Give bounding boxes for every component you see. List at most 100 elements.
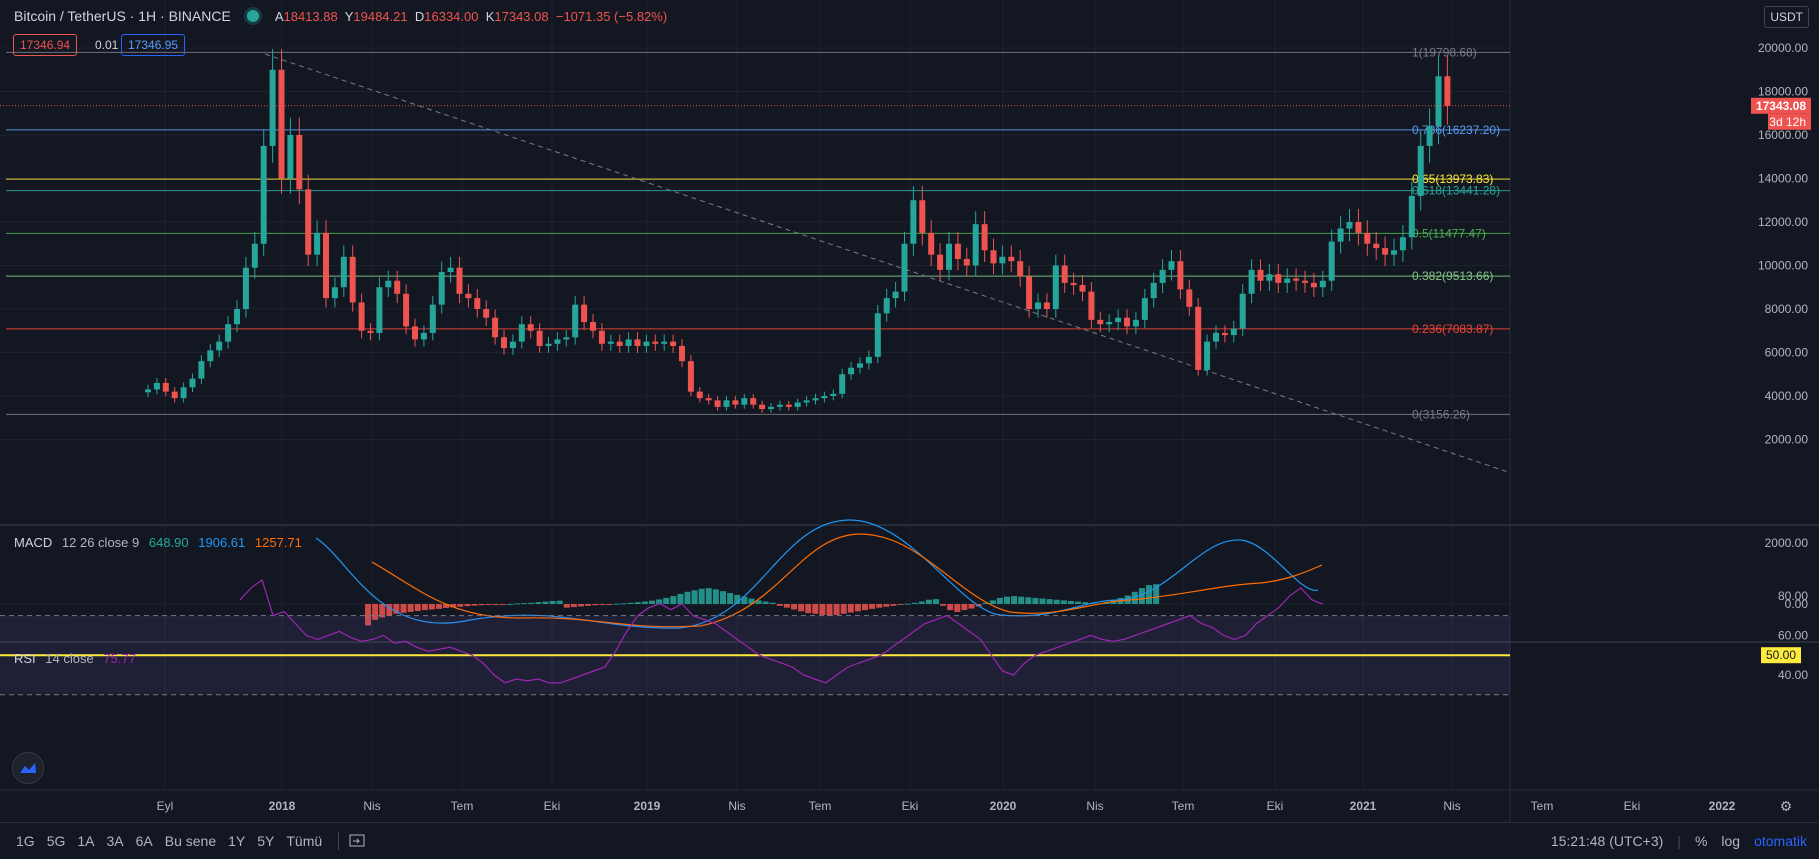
candle-body	[1043, 302, 1050, 309]
candle-body	[946, 243, 952, 270]
candle-body	[883, 298, 890, 314]
macd-histogram-bar	[606, 604, 613, 605]
currency-badge[interactable]: USDT	[1764, 6, 1809, 28]
macd-histogram-bar	[613, 603, 620, 605]
market-status-icon	[246, 10, 259, 22]
range-6m[interactable]: 6A	[135, 833, 153, 849]
candle-body	[314, 232, 321, 255]
macd-histogram-bar	[883, 604, 890, 607]
candle-body	[1355, 222, 1362, 233]
candle-body	[759, 404, 766, 410]
candle-body	[1106, 322, 1113, 325]
macd-histogram-bar	[996, 597, 1003, 604]
candle-body	[821, 396, 828, 399]
candle-body	[1079, 285, 1086, 292]
macd-histogram-bar	[457, 604, 464, 607]
time-axis-label: Tem	[1531, 799, 1554, 813]
range-5d[interactable]: 5G	[46, 833, 66, 849]
candle-body	[1399, 237, 1406, 251]
candle-body	[616, 341, 623, 346]
macd-histogram-bar	[1131, 591, 1138, 604]
auto-scale-toggle[interactable]: otomatik	[1754, 833, 1807, 849]
price-chart[interactable]: 20000.00 18000.00 16000.00 14000.00 12000.00…	[0, 0, 1819, 822]
candle-body	[1115, 317, 1122, 323]
goto-date-icon[interactable]	[349, 833, 365, 850]
candle-body	[207, 350, 214, 362]
time-axis-label: 2018	[269, 799, 296, 813]
macd-histogram-bar	[925, 599, 932, 604]
range-1d[interactable]: 1G	[16, 833, 35, 849]
macd-histogram-bar	[876, 604, 883, 608]
macd-histogram-bar	[627, 602, 634, 604]
fib-level-label: 0.236(7083.87)	[1412, 322, 1493, 336]
tradingview-logo-icon[interactable]	[12, 752, 44, 784]
buy-button[interactable]: 17346.95	[121, 34, 186, 56]
symbol-title[interactable]: Bitcoin / TetherUS · 1H · BINANCE	[14, 8, 231, 24]
candle-body	[225, 324, 232, 342]
candle-body	[901, 243, 908, 292]
macd-histogram-bar	[940, 604, 947, 606]
range-all[interactable]: Tümü	[286, 833, 323, 849]
time-axis-label: 2022	[1709, 799, 1736, 813]
macd-histogram-bar	[379, 604, 386, 618]
range-3m[interactable]: 3A	[106, 833, 124, 849]
range-5y[interactable]: 5Y	[257, 833, 275, 849]
range-1m[interactable]: 1A	[77, 833, 95, 849]
candle-body	[803, 400, 810, 403]
macd-histogram-bar	[1046, 599, 1053, 604]
candle-body	[501, 337, 507, 349]
macd-histogram-bar	[1018, 596, 1025, 604]
range-ytd[interactable]: Bu sene	[164, 833, 217, 849]
candle-body	[812, 398, 819, 401]
sell-button[interactable]: 17346.94	[13, 34, 78, 56]
macd-histogram-bar	[727, 593, 734, 604]
fib-level-label: 0.382(9513.66)	[1412, 269, 1493, 283]
rsi-legend: RSI 14 close 75.77	[14, 651, 136, 666]
candle-body	[456, 267, 463, 294]
settings-gear-icon[interactable]: ⚙	[1780, 798, 1793, 814]
rsi-axis-label: 40.00	[1778, 668, 1808, 682]
macd-histogram-bar	[1146, 585, 1152, 604]
chart-header: Bitcoin / TetherUS · 1H · BINANCE A18413…	[14, 8, 667, 24]
range-1y[interactable]: 1Y	[228, 833, 246, 849]
macd-histogram-bar	[961, 604, 968, 611]
candle-body	[705, 398, 712, 401]
macd-histogram-bar	[833, 604, 840, 615]
candle-body	[1319, 280, 1326, 288]
candle-body	[679, 345, 685, 362]
macd-histogram-bar	[840, 604, 847, 614]
macd-histogram-bar	[989, 600, 996, 604]
fib-level-label: 0.65(13973.83)	[1412, 172, 1493, 186]
macd-histogram-bar	[705, 588, 712, 604]
candle-body	[216, 341, 223, 351]
candle-body	[990, 250, 997, 264]
macd-histogram-bar	[812, 604, 819, 614]
macd-histogram-bar	[1004, 596, 1010, 604]
candle-body	[999, 256, 1006, 264]
candle-body	[1337, 228, 1344, 242]
candle-body	[563, 337, 570, 340]
macd-histogram-bar	[407, 604, 414, 612]
macd-histogram-bar	[436, 604, 442, 609]
clock-timezone[interactable]: 15:21:48 (UTC+3)	[1550, 833, 1664, 849]
candle-body	[1426, 126, 1433, 146]
percent-scale-toggle[interactable]: %	[1694, 833, 1708, 849]
candle-body	[1364, 232, 1371, 244]
macd-histogram-bar	[854, 604, 861, 612]
candle-body	[527, 324, 534, 331]
macd-histogram-bar	[365, 604, 371, 626]
time-axis-label: Eki	[902, 799, 919, 813]
macd-histogram-bar	[1138, 588, 1145, 604]
macd-histogram-bar	[393, 604, 400, 614]
bottom-toolbar: 1G 5G 1A 3A 6A Bu sene 1Y 5Y Tümü 15:21:…	[0, 822, 1819, 859]
candle-body	[234, 309, 240, 325]
candle-body	[572, 304, 579, 338]
time-axis-label: Eyl	[157, 799, 174, 813]
candle-body	[483, 309, 490, 318]
log-scale-toggle[interactable]: log	[1721, 833, 1741, 849]
candle-body	[865, 356, 872, 364]
rsi-axis-label: 50.00	[1766, 648, 1796, 662]
countdown-tag	[1768, 113, 1811, 130]
candle-body	[830, 393, 837, 396]
macd-histogram-bar	[776, 604, 783, 606]
